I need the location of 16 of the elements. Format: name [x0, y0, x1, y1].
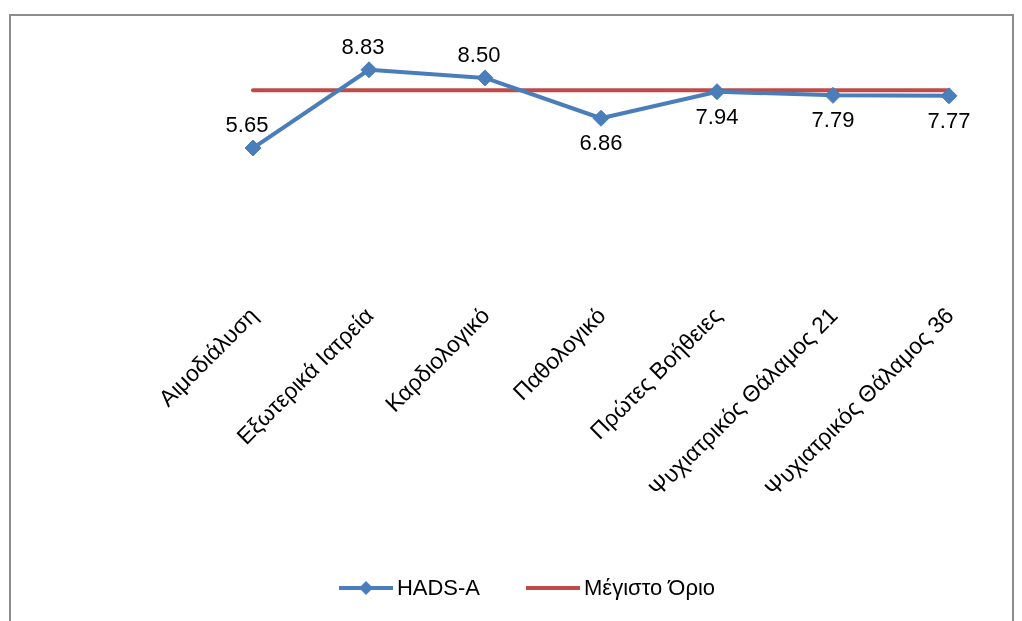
point [708, 83, 726, 101]
data-label: 7.79 [811, 107, 855, 133]
data-label: 8.83 [341, 33, 385, 59]
data-label: 6.86 [579, 130, 623, 156]
point [940, 87, 958, 105]
data-label: 5.65 [225, 112, 269, 138]
point [824, 86, 842, 104]
point [244, 139, 262, 157]
legend-label: HADS-A [396, 575, 481, 601]
point [476, 69, 494, 87]
data-label: 8.50 [457, 41, 501, 67]
point [360, 61, 378, 79]
legend-label: Μέγιστο Όριο [584, 575, 716, 601]
data-label: 7.77 [927, 107, 971, 133]
point [592, 109, 610, 127]
data-label: 7.94 [695, 103, 739, 129]
